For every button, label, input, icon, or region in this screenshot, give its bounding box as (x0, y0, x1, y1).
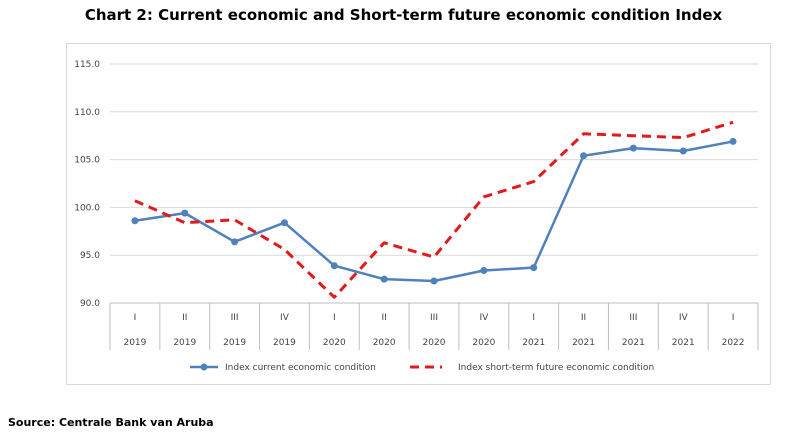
series-1-point (679, 147, 687, 155)
x-tick-year-label: 2019 (173, 338, 196, 348)
x-tick-year-label: 2021 (522, 338, 545, 348)
y-tick-label: 105.0 (74, 156, 100, 166)
x-tick-year-label: 2020 (373, 338, 396, 348)
x-tick-year-label: 2021 (622, 338, 645, 348)
legend-label-2: Index short-term future economic conditi… (458, 363, 654, 373)
source-note: Source: Centrale Bank van Aruba (8, 416, 214, 429)
series-1-point (629, 144, 637, 152)
x-tick-label: III (629, 313, 637, 323)
y-tick-label: 90.0 (80, 299, 100, 309)
x-axis: I2019II2019III2019IV2019I2020II2020III20… (109, 302, 759, 350)
x-tick-label: IV (479, 313, 489, 323)
x-tick-year-label: 2019 (223, 338, 246, 348)
x-tick-label: II (182, 313, 187, 323)
series-line-2 (134, 120, 734, 299)
x-tick-year-label: 2019 (273, 338, 296, 348)
series-1-point (530, 264, 538, 272)
y-tick-label: 95.0 (80, 251, 100, 261)
y-tick-label: 115.0 (74, 60, 100, 70)
x-tick-label: III (430, 313, 438, 323)
chart-title: Chart 2: Current economic and Short-term… (84, 6, 723, 24)
x-tick-label: I (532, 313, 535, 323)
x-tick-label: IV (679, 313, 689, 323)
x-tick-year-label: 2020 (323, 338, 346, 348)
gridlines (110, 63, 758, 304)
series-1-point (131, 217, 139, 225)
y-tick-label: 110.0 (74, 108, 100, 118)
x-tick-year-label: 2022 (722, 338, 745, 348)
legend-marker-1 (200, 363, 208, 371)
series-1-point (380, 275, 388, 283)
series-1-point (580, 152, 588, 160)
series-1-point (330, 262, 338, 270)
x-tick-label: II (581, 313, 586, 323)
x-tick-label: II (381, 313, 386, 323)
legend-label-1: Index current economic condition (225, 363, 376, 373)
series-line-1 (134, 140, 734, 283)
series-1-point (231, 238, 239, 246)
x-tick-year-label: 2019 (123, 338, 146, 348)
series-1-point (480, 266, 488, 274)
x-tick-label: I (732, 313, 735, 323)
x-tick-label: III (231, 313, 239, 323)
y-axis-ticks: 115.0 110.0 105.0 100.0 95.0 90.0 (74, 60, 100, 309)
chart-frame (66, 43, 771, 385)
series-1-point (181, 209, 189, 217)
series-1-point (729, 137, 737, 145)
x-tick-year-label: 2020 (472, 338, 495, 348)
x-tick-label: I (333, 313, 336, 323)
legend: Index current economic condition Index sh… (190, 363, 654, 373)
x-tick-year-label: 2021 (572, 338, 595, 348)
x-tick-year-label: 2020 (423, 338, 446, 348)
series-1-point (280, 219, 288, 227)
series-lines (131, 120, 737, 299)
y-tick-label: 100.0 (74, 203, 100, 213)
x-tick-year-label: 2021 (672, 338, 695, 348)
x-tick-label: I (134, 313, 137, 323)
x-tick-label: IV (280, 313, 290, 323)
series-1-point (430, 277, 438, 285)
